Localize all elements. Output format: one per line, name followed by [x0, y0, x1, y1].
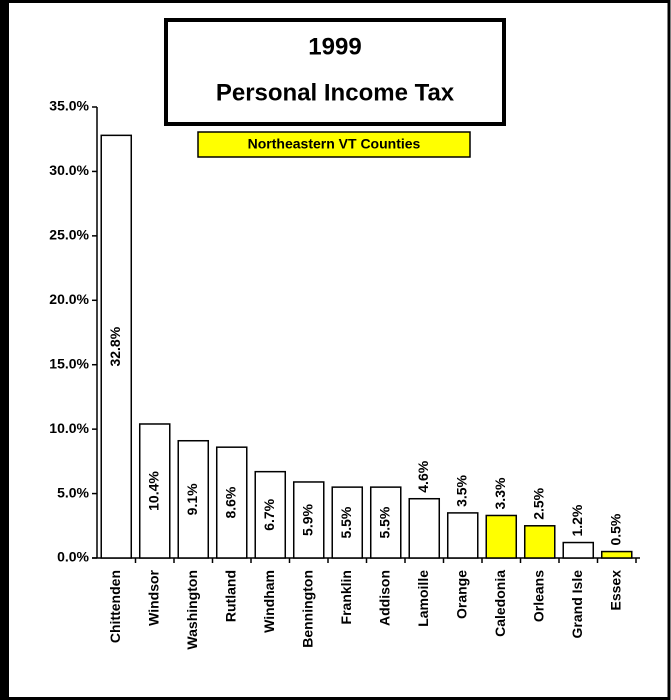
- title-box: [164, 18, 506, 126]
- value-label: 3.5%: [453, 474, 469, 506]
- y-tick-label: 20.0%: [49, 291, 89, 307]
- value-label: 5.5%: [376, 506, 392, 538]
- value-label: 6.7%: [261, 498, 277, 530]
- chart-title: Personal Income Tax: [216, 79, 455, 106]
- x-tick-label: Caledonia: [492, 570, 508, 637]
- bar: [331, 486, 364, 559]
- x-tick-label: Washington: [184, 570, 200, 650]
- y-tick-label: 30.0%: [49, 162, 89, 178]
- value-label: 9.1%: [184, 483, 200, 515]
- bar: [562, 541, 595, 559]
- value-label: 32.8%: [107, 326, 123, 366]
- x-tick-label: Bennington: [299, 570, 315, 648]
- bar: [177, 439, 210, 559]
- x-tick-label: Grand Isle: [569, 570, 585, 639]
- bar: [446, 512, 479, 559]
- bar: [485, 514, 518, 559]
- x-tick-label: Chittenden: [107, 570, 123, 643]
- bar: [215, 446, 248, 559]
- frame-edge: [0, 0, 9, 700]
- y-tick-label: 10.0%: [49, 420, 89, 436]
- subtitle-box: [197, 131, 471, 158]
- y-tick-label: 35.0%: [49, 98, 89, 114]
- x-tick-label: Franklin: [338, 570, 354, 624]
- bar: [100, 134, 133, 559]
- bar: [254, 470, 287, 559]
- y-tick-label: 5.0%: [57, 484, 89, 500]
- value-label: 5.9%: [299, 503, 315, 535]
- bar: [369, 486, 402, 559]
- value-label: 4.6%: [415, 460, 431, 492]
- x-tick-label: Essex: [607, 570, 623, 611]
- value-label: 8.6%: [222, 486, 238, 518]
- x-tick-label: Orleans: [530, 570, 546, 622]
- bar: [138, 423, 171, 559]
- value-label: 5.5%: [338, 506, 354, 538]
- y-tick-label: 0.0%: [57, 549, 89, 565]
- value-label: 0.5%: [607, 513, 623, 545]
- x-tick-label: Rutland: [222, 570, 238, 622]
- chart-title: 1999: [308, 33, 361, 60]
- x-tick-label: Windsor: [145, 569, 161, 625]
- value-label: 1.2%: [569, 504, 585, 536]
- value-label: 10.4%: [145, 471, 161, 511]
- y-tick-label: 15.0%: [49, 355, 89, 371]
- bar: [523, 525, 556, 559]
- x-tick-label: Lamoille: [415, 570, 431, 627]
- value-label: 2.5%: [530, 487, 546, 519]
- value-label: 3.3%: [492, 477, 508, 509]
- x-tick-label: Orange: [453, 570, 469, 619]
- x-tick-label: Addison: [376, 570, 392, 626]
- bar: [292, 481, 325, 559]
- x-tick-label: Windham: [261, 570, 277, 633]
- chart-subtitle: Northeastern VT Counties: [248, 136, 421, 152]
- y-tick-label: 25.0%: [49, 227, 89, 243]
- bar: [600, 550, 633, 559]
- bar: [408, 497, 441, 559]
